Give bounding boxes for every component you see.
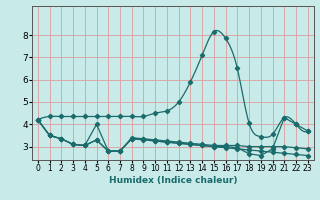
X-axis label: Humidex (Indice chaleur): Humidex (Indice chaleur) xyxy=(108,176,237,185)
